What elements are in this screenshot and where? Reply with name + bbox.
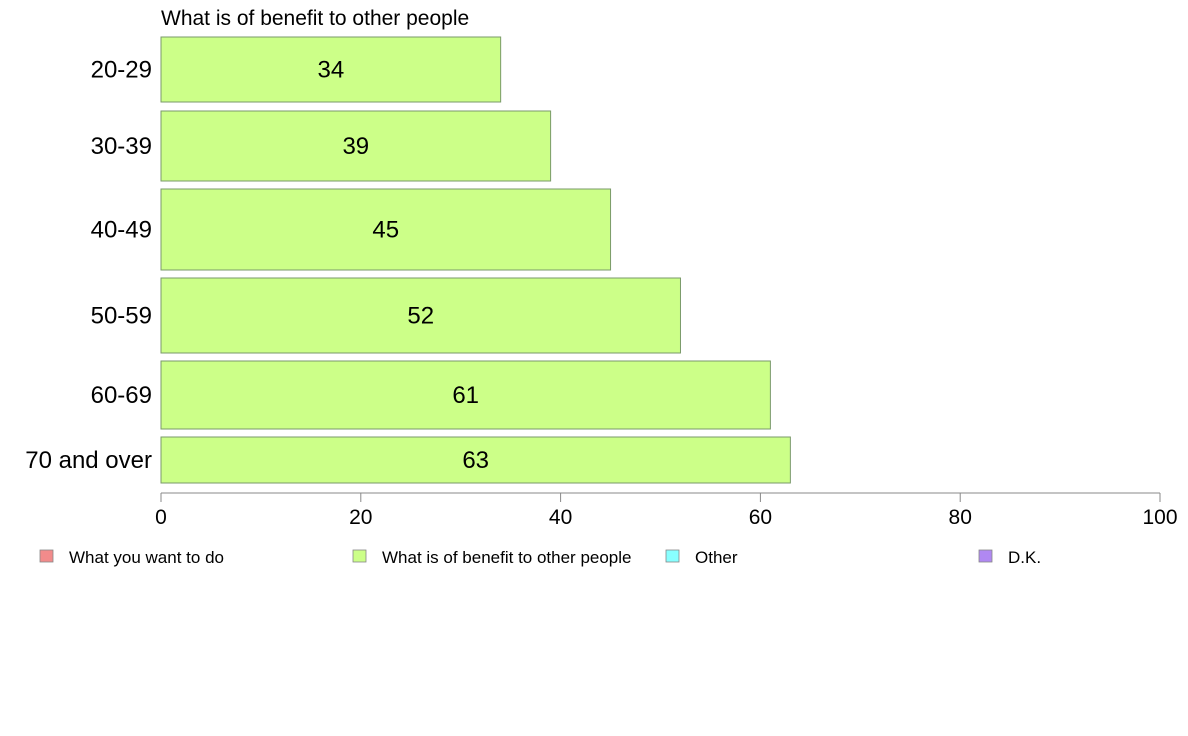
bar-value-label: 61 [452,382,479,409]
legend-label: What is of benefit to other people [382,548,632,567]
legend-swatch [978,549,993,563]
x-tick-label: 80 [949,506,972,529]
bar-60-69 [160,360,771,430]
category-label: 20-29 [91,57,152,84]
legend-swatch [352,549,367,563]
x-tick-label: 100 [1142,506,1177,529]
bar-value-label: 39 [342,133,369,160]
bar-40-49 [160,188,612,271]
category-label: 50-59 [91,303,152,330]
legend-label: What you want to do [69,548,224,567]
bar-value-label: 34 [317,57,344,84]
category-label: 60-69 [91,382,152,409]
x-tick-label: 20 [349,506,372,529]
bar-value-label: 52 [407,303,434,330]
bar-70-and-over [160,436,791,484]
bar-20-29 [160,36,502,103]
bar-value-label: 45 [372,217,399,244]
x-tick-label: 40 [549,506,572,529]
legend-label: D.K. [1008,548,1041,567]
category-label: 40-49 [91,217,152,244]
x-axis: 0 20 40 60 80 100 [155,492,1178,529]
legend-swatch [665,549,680,563]
x-tick-label: 60 [749,506,772,529]
legend-swatch [39,549,54,563]
bars-group: 20-29 34 30-39 39 40-49 45 50-59 52 60-69 61 70 an… [25,36,791,484]
category-label: 70 and over [25,447,152,474]
legend-label: Other [695,548,738,567]
bar-30-39 [160,110,552,182]
bar-50-59 [160,277,681,354]
legend: What you want to do What is of benefit to… [39,548,1041,567]
chart-title: What is of benefit to other people [161,7,469,30]
category-label: 30-39 [91,133,152,160]
x-tick-label: 0 [155,506,167,529]
bar-value-label: 63 [462,447,489,474]
